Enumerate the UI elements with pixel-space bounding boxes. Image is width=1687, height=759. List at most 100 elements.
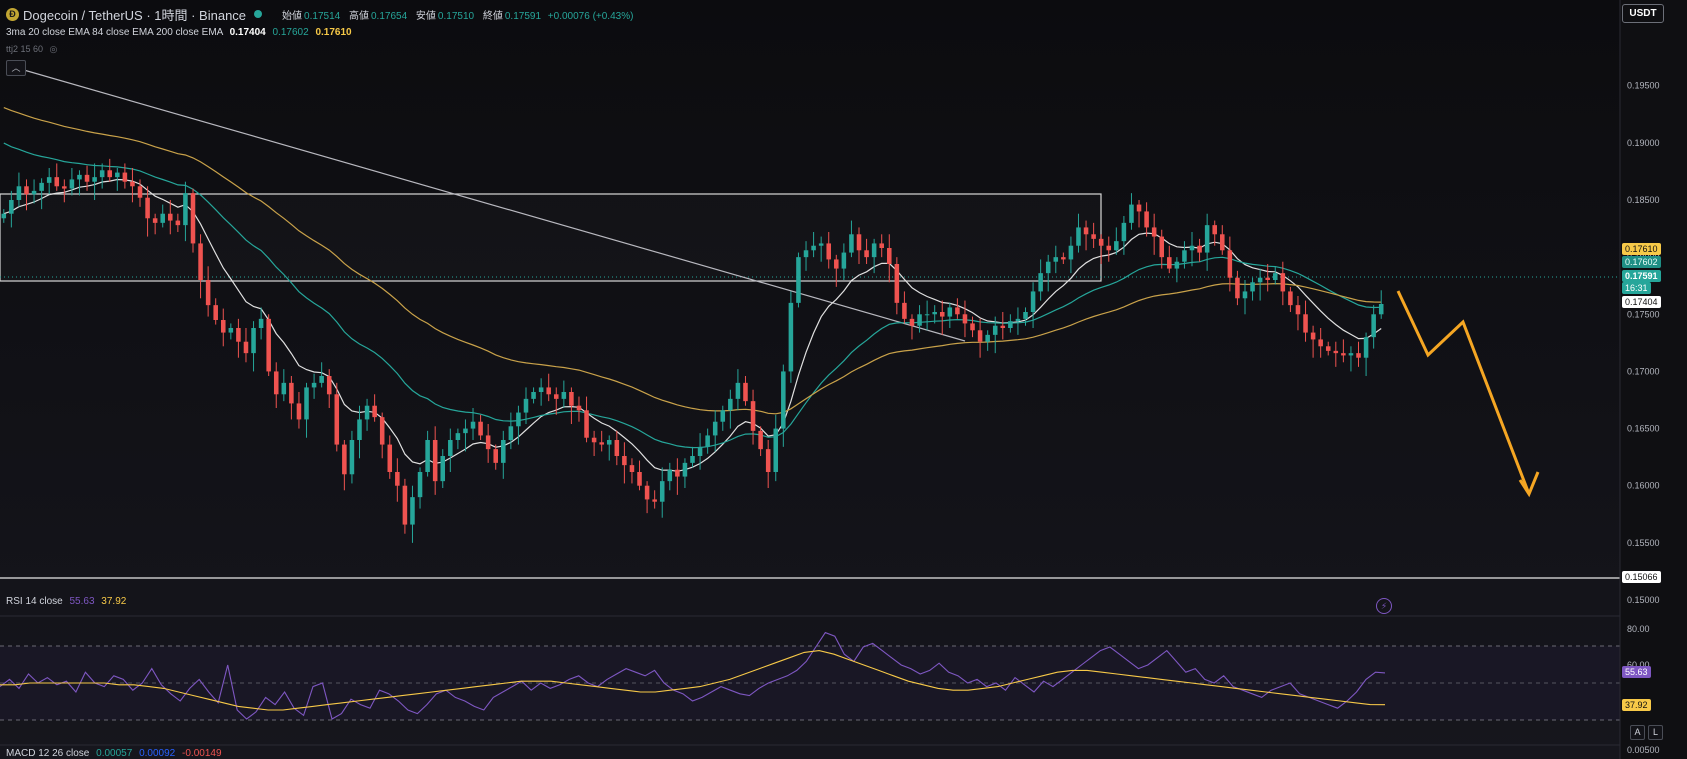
candle-up [69,179,75,189]
candle-down [402,485,408,525]
ema20-value: 0.17404 [229,27,266,38]
candle-up [1257,277,1263,283]
candle-down [584,410,589,438]
candle-down [205,280,211,306]
trendline[interactable] [9,65,966,342]
candle-up [311,382,317,388]
ema200-line [3,107,1382,415]
candle-up [1272,273,1278,280]
projection-arrowhead [1518,471,1540,498]
projection-arrow[interactable] [1396,290,1531,495]
candle-down [289,382,294,404]
candle-down [1333,350,1339,354]
support-line-price-tag: 0.15066 [1622,571,1661,583]
ttj-indicator-legend[interactable]: ttj2 15 60 ◎ [6,44,57,55]
candle-down [145,197,150,219]
candle-up [947,307,953,317]
rsi-price-tag: 55.63 [1622,666,1651,678]
rsi-lines [0,631,1386,720]
candle-up [39,182,44,191]
candle-down [152,218,158,223]
rsi-legend[interactable]: RSI 14 close 55.63 37.92 [6,596,126,607]
candle-down [750,401,756,431]
candle-up [258,318,264,328]
candle-up [183,193,188,226]
candle-up [796,257,801,303]
candle-up [538,387,544,392]
low-value: 0.17510 [437,10,475,22]
candle-down [1167,257,1172,269]
candle-down [599,442,604,445]
y-tick-label: 0.19000 [1627,138,1660,148]
y-tick-label: 0.17500 [1627,309,1660,319]
candle-down [1265,277,1270,280]
log-scale-button[interactable]: L [1648,725,1663,740]
candle-up [932,312,937,315]
candle-up [697,446,703,456]
candle-down [1288,291,1293,306]
rsi-axis-ticks: 80.00 60.00 0.00500 [1627,624,1660,755]
candle-down [1151,227,1157,237]
symbol-title[interactable]: Dogecoin / TetherUS · 1時間 · Binance [23,7,247,23]
candle-up [659,481,665,502]
candle-up [1068,245,1074,260]
candle-down [576,405,582,411]
macd-legend[interactable]: MACD 12 26 close 0.00057 0.00092 -0.0014… [6,748,222,759]
high-value: 0.17654 [370,10,408,22]
candle-up [1378,304,1384,315]
candle-up [455,433,461,440]
rsi-tick-label: 80.00 [1627,624,1650,634]
candle-down [1061,257,1066,260]
rsi-line [0,631,1386,720]
candle-down [629,465,635,472]
resistance-zone-box[interactable] [0,193,1102,282]
price-scale[interactable] [1620,0,1687,759]
candle-up [1053,257,1059,262]
close-value: 0.17591 [504,10,542,22]
candle-down [1091,234,1096,239]
candle-down [1356,353,1361,358]
ma-indicator-legend[interactable]: 3ma 20 close EMA 84 close EMA 200 close … [6,27,352,38]
candle-up [803,250,809,258]
high-label: 高値 [348,10,369,22]
candle-up [463,428,468,434]
candles [1,158,1384,543]
currency-selector[interactable]: USDT [1622,4,1664,23]
candle-up [440,456,446,482]
rsi-ma-price-tag: 37.92 [1622,699,1651,711]
candle-down [675,469,680,477]
y-tick-label: 0.15000 [1627,595,1660,605]
candle-down [273,371,279,395]
candle-up [470,421,476,429]
candle-up [1182,250,1187,262]
candle-up [606,440,612,445]
chevron-up-icon[interactable]: ︿ [6,60,26,76]
lightning-icon[interactable]: ⚡ [1376,598,1392,614]
candle-down [54,177,60,187]
candle-down [1212,225,1217,235]
countdown-tag: 16:31 [1622,282,1651,294]
candle-up [781,371,786,429]
candle-down [1310,332,1316,340]
candle-up [77,174,82,180]
eye-hidden-icon[interactable]: ◎ [49,44,58,54]
candle-up [92,177,97,182]
candle-up [364,405,370,420]
candle-down [887,248,892,264]
candle-up [417,472,423,498]
candle-up [917,314,922,326]
candle-down [122,172,128,182]
candle-up [1045,261,1051,274]
candle-down [902,302,907,319]
candle-down [372,405,377,418]
low-label: 安値 [415,10,436,22]
candle-up [501,440,506,463]
candle-down [765,449,771,472]
candle-down [296,403,302,420]
candle-down [1341,353,1346,356]
candle-down [84,174,90,182]
candle-down [1197,245,1202,253]
auto-scale-button[interactable]: A [1630,725,1645,740]
candle-up [1242,291,1248,299]
